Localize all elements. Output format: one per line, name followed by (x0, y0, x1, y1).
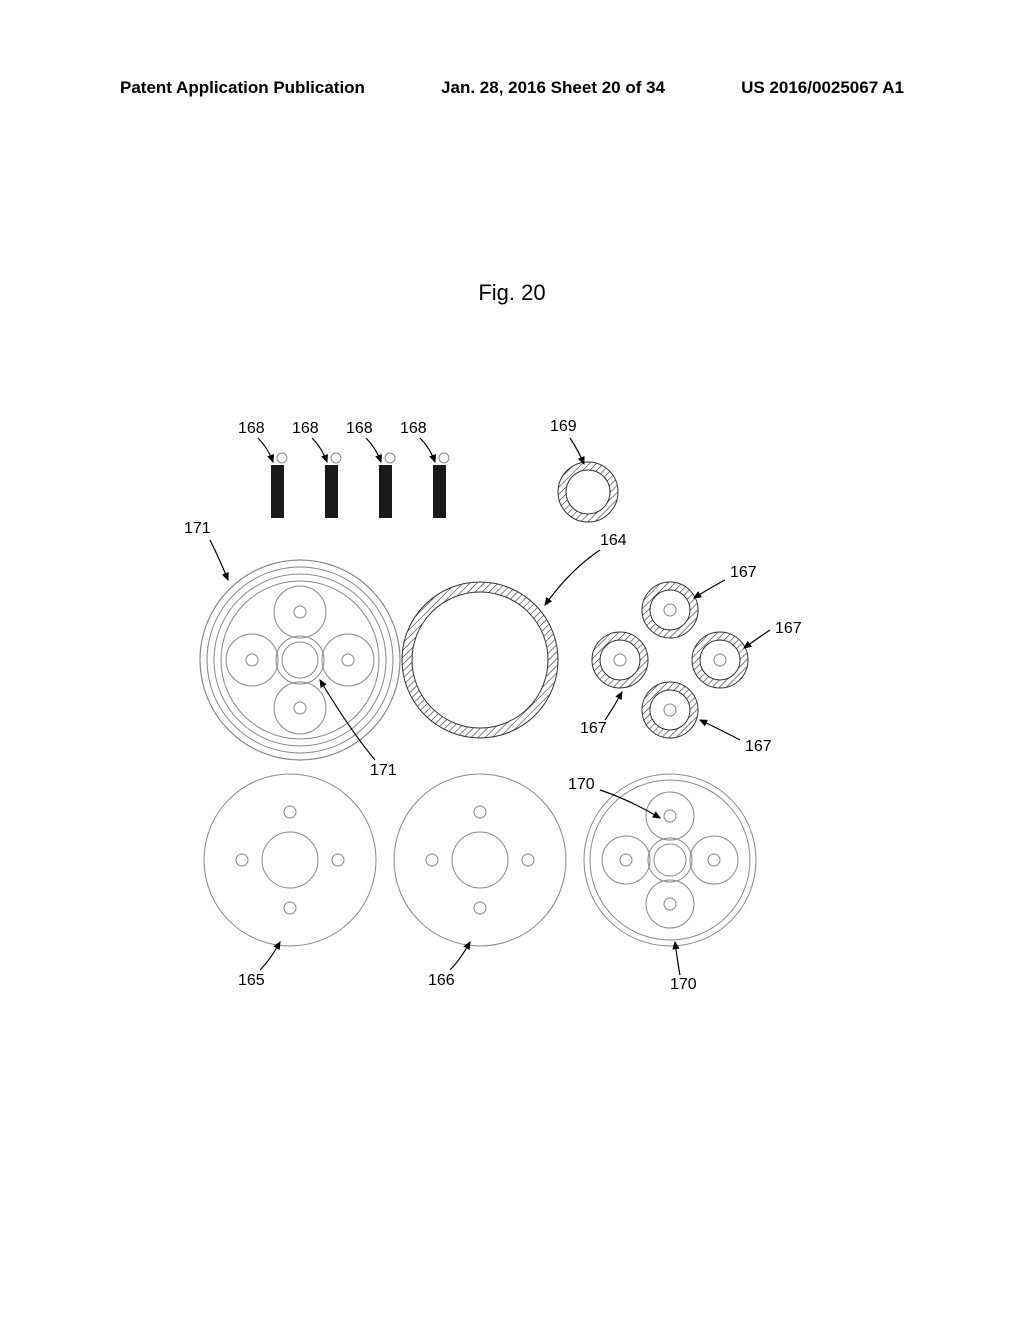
header-center: Jan. 28, 2016 Sheet 20 of 34 (441, 78, 665, 98)
page-header: Patent Application Publication Jan. 28, … (0, 78, 1024, 98)
label-167b: 167 (775, 620, 802, 638)
cluster-167 (592, 582, 748, 738)
bars-168 (271, 453, 449, 518)
disc-166 (394, 774, 566, 946)
label-171b: 171 (370, 762, 397, 780)
label-168b: 168 (292, 420, 319, 438)
disc-165 (204, 774, 376, 946)
ring-164 (402, 582, 558, 738)
assembly-171 (200, 560, 400, 760)
label-166: 166 (428, 972, 455, 990)
label-170a: 170 (568, 776, 595, 794)
label-165: 165 (238, 972, 265, 990)
figure-label: Fig. 20 (0, 280, 1024, 306)
assembly-170 (584, 774, 756, 946)
header-right: US 2016/0025067 A1 (741, 78, 904, 98)
label-167a: 167 (730, 564, 757, 582)
label-167c: 167 (580, 720, 607, 738)
label-167d: 167 (745, 738, 772, 756)
label-169: 169 (550, 418, 577, 436)
label-171a: 171 (184, 520, 211, 538)
patent-drawing: 168 168 168 168 169 171 164 167 167 167 … (180, 420, 880, 1000)
ring-169 (558, 462, 618, 522)
label-164: 164 (600, 532, 627, 550)
label-168a: 168 (238, 420, 265, 438)
label-168d: 168 (400, 420, 427, 438)
label-168c: 168 (346, 420, 373, 438)
header-left: Patent Application Publication (120, 78, 365, 98)
label-170b: 170 (670, 976, 697, 994)
figure-svg (180, 420, 880, 1000)
